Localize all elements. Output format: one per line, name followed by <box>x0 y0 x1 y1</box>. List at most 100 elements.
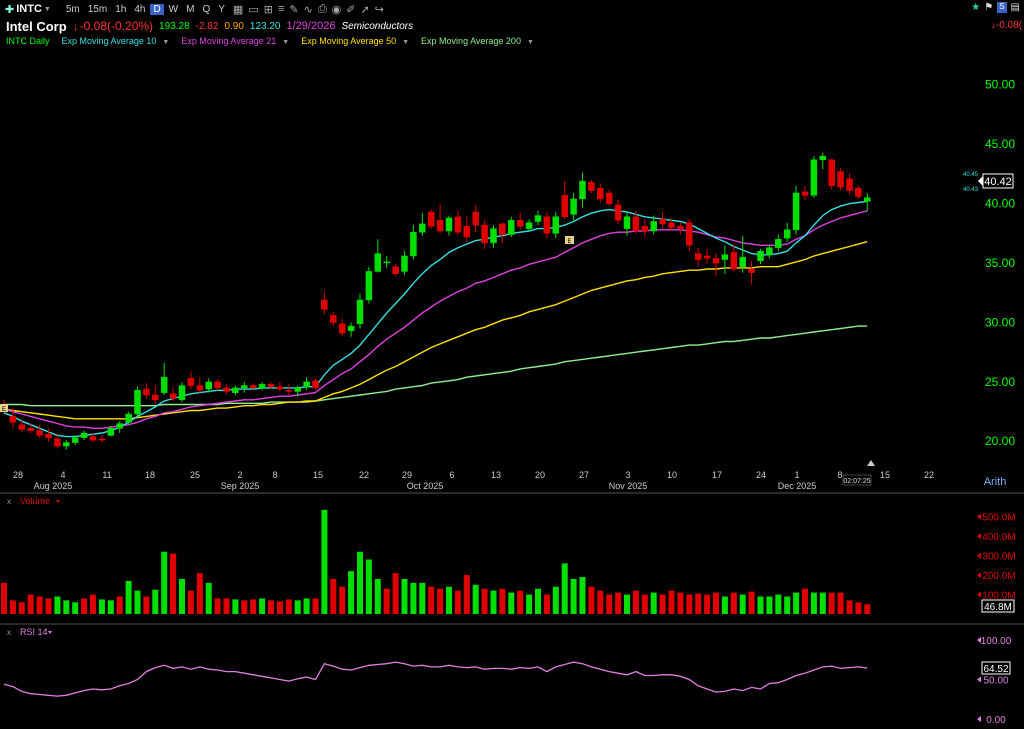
interval-Y[interactable]: Y <box>218 4 225 15</box>
add-icon[interactable]: ✚ <box>5 3 15 16</box>
rsi-axis[interactable]: 100.00 50.00 0.00 <box>977 636 1012 726</box>
date-tick-label: 3 <box>625 470 630 480</box>
candle-body <box>338 323 346 334</box>
volume-bar <box>793 592 800 614</box>
chevron-down-icon: ▼ <box>526 38 534 46</box>
interval-15m[interactable]: 15m <box>87 4 108 15</box>
candle-body <box>63 442 70 447</box>
candle-body <box>401 255 408 272</box>
volume-bar <box>330 578 337 614</box>
volume-axis[interactable]: 500.0M 400.0M 300.0M 200.0M 100.0M <box>977 513 1016 602</box>
more-icon[interactable]: ▤ <box>1010 2 1020 13</box>
camera-icon[interactable]: ◉ <box>331 3 342 16</box>
interval-4h[interactable]: 4h <box>134 4 146 15</box>
candle-body <box>739 256 746 267</box>
legend-ema21[interactable]: Exp Moving Average 21 ▼ <box>175 36 289 46</box>
volume-bar <box>472 584 479 614</box>
earnings-marker[interactable] <box>0 404 8 412</box>
right-change: ↓-0.08( <box>990 20 1022 31</box>
volume-bar <box>36 596 43 614</box>
candle-body <box>703 255 711 259</box>
scroll-up-icon[interactable] <box>867 460 875 466</box>
interval-M[interactable]: M <box>186 4 195 15</box>
streaming-icon[interactable]: S <box>997 2 1007 13</box>
date-axis[interactable]: 28 4 11 18 25 2 8 15 22 29 6 13 20 27 3 10 17 24 1 8 15 22Aug… <box>13 470 934 491</box>
indicator-icon[interactable]: ∿ <box>303 3 313 16</box>
legend-ema10[interactable]: Exp Moving Average 10 ▼ <box>56 36 170 46</box>
candle-body <box>294 387 301 392</box>
rsi-tick-pointer <box>977 676 981 683</box>
volume-bar <box>837 592 844 614</box>
ema21-path <box>3 210 868 429</box>
volume-bar <box>116 596 123 614</box>
symbol-dropdown-icon[interactable]: ▼ <box>43 5 51 13</box>
candle-body <box>347 325 355 332</box>
volume-bar <box>535 588 541 614</box>
candle-body <box>516 220 524 227</box>
scale-mode[interactable]: Arith <box>984 476 1007 488</box>
volume-bar <box>463 575 470 614</box>
pencil-icon[interactable]: ✐ <box>346 3 356 16</box>
draw-icon[interactable]: ✎ <box>289 3 299 16</box>
earnings-marker[interactable] <box>565 236 574 244</box>
symbol-field[interactable]: INTC <box>16 3 42 15</box>
candle-body <box>267 384 275 387</box>
volume-bar <box>454 590 461 614</box>
rsi-label[interactable]: RSI 14 <box>20 627 48 637</box>
interval-5m[interactable]: 5m <box>65 4 80 15</box>
volume-bar <box>632 590 639 614</box>
volume-label[interactable]: Volume <box>20 496 50 506</box>
interval-1h[interactable]: 1h <box>115 4 127 15</box>
candle-body <box>775 239 782 248</box>
volume-bar <box>365 559 372 614</box>
candle-body <box>686 222 693 246</box>
ema21-last-label: 40.43 <box>963 187 979 193</box>
rsi-path <box>3 661 868 697</box>
close-volume-icon[interactable]: x <box>7 497 11 506</box>
legend-symbol[interactable]: INTC Daily <box>6 35 50 46</box>
stack-icon[interactable]: ≡ <box>277 3 285 15</box>
pointer-icon[interactable]: ➚ <box>360 3 370 16</box>
volume-tick-label: 100.0M <box>982 591 1015 602</box>
candle-body <box>330 315 337 323</box>
star-icon[interactable]: ★ <box>971 2 981 13</box>
volume-bar <box>205 582 212 614</box>
candle-body <box>525 222 533 229</box>
interval-Q[interactable]: Q <box>202 4 211 15</box>
candle-body <box>214 381 221 389</box>
date-tick-label: 17 <box>712 470 722 480</box>
volume-tick-label: 300.0M <box>982 552 1015 563</box>
bar-style-icon[interactable]: ▦ <box>232 3 244 16</box>
volume-bar <box>134 590 141 614</box>
last-price-pointer <box>978 176 983 186</box>
legend-ema50[interactable]: Exp Moving Average 50 ▼ <box>295 36 409 46</box>
price-axis[interactable]: 50.00 45.00 40.00 35.00 30.00 25.00 20.00 <box>985 78 1015 449</box>
interval-D[interactable]: D <box>150 4 164 15</box>
candle-body <box>249 385 257 389</box>
volume-bar <box>437 588 444 614</box>
chevron-down-icon[interactable] <box>48 631 52 634</box>
candle-body <box>125 413 132 423</box>
print-icon[interactable]: ⎙ <box>317 2 327 15</box>
close-rsi-icon[interactable]: x <box>7 628 11 637</box>
date-tick-label: 27 <box>579 470 589 480</box>
volume-bar <box>570 578 577 614</box>
top-toolbar: ✚ INTC ▼ 5m 15m 1h 4h D W M Q Y ▦ ▭ ⊞ ≡ ✎ ∿ ⎙ ◉ … <box>0 0 1024 18</box>
volume-bar <box>90 594 96 614</box>
interval-W[interactable]: W <box>168 4 179 15</box>
sector: Semiconductors <box>341 20 414 32</box>
volume-bar <box>223 598 230 614</box>
share-icon[interactable]: ↪ <box>374 3 384 16</box>
legend-ema200[interactable]: Exp Moving Average 200 ▼ <box>415 36 534 46</box>
candle-body <box>677 226 684 229</box>
chevron-down-icon[interactable] <box>56 500 60 503</box>
layout-icon[interactable]: ▭ <box>248 3 259 16</box>
volume-bar <box>285 599 292 614</box>
price-tick-label: 40.00 <box>985 196 1015 210</box>
volume-bar <box>54 596 61 614</box>
flag-icon[interactable]: ⚑ <box>984 2 994 13</box>
legend-ema200-label: Exp Moving Average 200 <box>421 35 521 46</box>
volume-bar <box>214 598 221 614</box>
grid-icon[interactable]: ⊞ <box>263 3 273 16</box>
